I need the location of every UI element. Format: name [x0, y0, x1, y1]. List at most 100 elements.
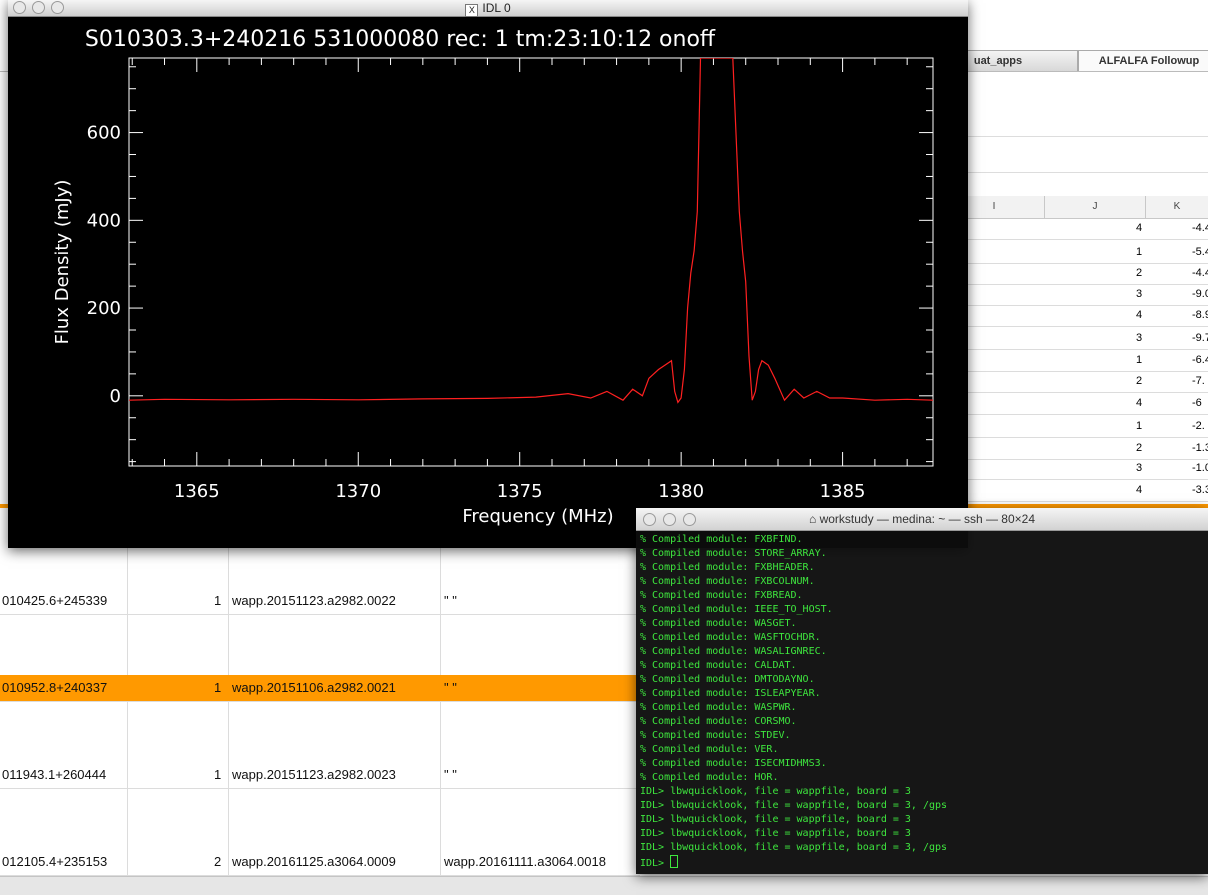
table-row[interactable]: 010952.8+240337 1 wapp.20151106.a2982.0021… — [0, 675, 640, 702]
cell-k: -5.4 — [1192, 246, 1208, 258]
cell-k: -8.9 — [1192, 309, 1208, 321]
terminal-title-bar[interactable]: ⌂ workstudy — medina: ~ — ssh — 80×24 — [636, 508, 1208, 531]
cell-count: 1 — [214, 680, 222, 695]
cell-k: -7. — [1192, 375, 1205, 387]
cell-source-name: 010425.6+245339 — [2, 593, 108, 608]
table-row[interactable]: 2 -1.3 — [968, 439, 1208, 460]
grid-line — [228, 548, 229, 878]
table-row[interactable]: 4 -8.9 — [968, 306, 1208, 327]
cell-j: 2 — [1136, 267, 1143, 279]
table-row[interactable]: 3 -9.7 — [968, 329, 1208, 350]
cell-file: wapp.20151106.a2982.0021 — [232, 680, 396, 695]
terminal-line: % Compiled module: FXBFIND. — [640, 534, 803, 545]
plot-series — [129, 58, 933, 404]
home-icon: ⌂ — [808, 512, 817, 526]
spectrum-plot: S010303.3+240216 531000080 rec: 1 tm:23:… — [52, 27, 934, 527]
plot-frame — [128, 57, 934, 467]
table-row[interactable]: 010425.6+245339 1 wapp.20151123.a2982.0022… — [0, 588, 640, 615]
cell-j: 3 — [1136, 462, 1143, 474]
terminal-line: % Compiled module: WASPWR. — [640, 702, 797, 713]
table-row[interactable]: 2 -4.4 — [968, 264, 1208, 285]
minimize-button[interactable] — [663, 513, 676, 526]
terminal-line: % Compiled module: WASGET. — [640, 618, 797, 629]
cell-j: 1 — [1136, 246, 1143, 258]
table-row[interactable]: 3 -1.0 — [968, 459, 1208, 480]
idl-title-bar[interactable]: X IDL 0 — [8, 0, 968, 17]
table-row[interactable]: 4 -3.3 — [968, 481, 1208, 502]
cell-j: 3 — [1136, 332, 1143, 344]
cell-count: 1 — [214, 767, 222, 782]
zoom-button[interactable] — [51, 1, 64, 14]
status-bar — [0, 876, 1208, 895]
close-button[interactable] — [13, 1, 26, 14]
x-tick-label: 1370 — [335, 481, 381, 502]
terminal-line: % Compiled module: FXBCOLNUM. — [640, 576, 815, 587]
terminal-prompt[interactable]: IDL> — [640, 855, 947, 869]
cursor — [670, 855, 679, 868]
close-button[interactable] — [643, 513, 656, 526]
y-tick-label: 0 — [110, 386, 121, 407]
cell-k: -2. — [1192, 420, 1205, 432]
cell-j: 3 — [1136, 288, 1143, 300]
table-row[interactable]: 4 -6 — [968, 394, 1208, 415]
cell-j: 4 — [1136, 484, 1143, 496]
terminal-line: IDL> lbwquicklook, file = wappfile, boar… — [640, 814, 911, 825]
table-row[interactable]: 012105.4+235153 2 wapp.20161125.a3064.0009… — [0, 849, 640, 876]
idl-title-text: IDL 0 — [482, 1, 511, 15]
grid-line — [440, 548, 441, 878]
cell-k: -3.3 — [1192, 484, 1208, 496]
tab-label: ALFALFA Followup — [1098, 55, 1200, 67]
cell-note: wapp.20161111.a3064.0018 — [444, 854, 606, 869]
column-header-k[interactable]: K — [1146, 196, 1208, 219]
cell-k: -4.4 — [1192, 222, 1208, 234]
terminal-line: IDL> lbwquicklook, file = wappfile, boar… — [640, 800, 948, 811]
cell-j: 4 — [1136, 309, 1143, 321]
cell-source-name: 012105.4+235153 — [2, 854, 108, 869]
cell-j: 4 — [1136, 222, 1143, 234]
terminal-line: % Compiled module: STORE_ARRAY. — [640, 548, 827, 559]
table-row[interactable]: 1 -5.4 — [968, 243, 1208, 264]
cell-source-name: 011943.1+260444 — [2, 767, 107, 782]
terminal-line: IDL> lbwquicklook, file = wappfile, boar… — [640, 842, 948, 853]
cell-k: -9.0 — [1192, 288, 1208, 300]
x11-icon: X — [465, 4, 479, 17]
cell-count: 2 — [214, 854, 222, 869]
column-label: J — [1092, 201, 1098, 212]
cell-file: wapp.20151123.a2982.0022 — [232, 593, 396, 608]
cell-k: -1.0 — [1192, 462, 1208, 474]
cell-k: -9.7 — [1192, 332, 1208, 344]
chart-title: S010303.3+240216 531000080 rec: 1 tm:23:… — [85, 27, 716, 52]
cell-k: -4.4 — [1192, 267, 1208, 279]
terminal-window[interactable]: ⌂ workstudy — medina: ~ — ssh — 80×24 % … — [636, 508, 1208, 874]
divider — [968, 172, 1208, 173]
x-tick-label: 1380 — [658, 481, 704, 502]
table-row[interactable]: 4 -4.4 — [968, 219, 1208, 240]
table-row[interactable]: 1 -2. — [968, 417, 1208, 438]
terminal-title: ⌂ workstudy — medina: ~ — ssh — 80×24 — [636, 512, 1208, 526]
cell-file: wapp.20161125.a3064.0009 — [232, 854, 396, 869]
cell-j: 2 — [1136, 442, 1143, 454]
column-header-i[interactable]: I — [944, 196, 1045, 219]
cell-j: 1 — [1136, 354, 1143, 366]
table-row[interactable]: 011943.1+260444 1 wapp.20151123.a2982.0023… — [0, 762, 640, 789]
y-tick-label: 400 — [87, 210, 121, 231]
y-axis-label: Flux Density (mJy) — [52, 180, 73, 345]
column-label: K — [1173, 201, 1181, 212]
cell-note: " " — [444, 680, 457, 695]
prompt-text: IDL> — [640, 858, 671, 869]
tab-alfalfa-followup[interactable]: ALFALFA Followup — [1078, 50, 1208, 71]
terminal-line: % Compiled module: STDEV. — [640, 730, 791, 741]
minimize-button[interactable] — [32, 1, 45, 14]
table-row[interactable]: 1 -6.4 — [968, 351, 1208, 372]
x-tick-label: 1375 — [497, 481, 543, 502]
terminal-output[interactable]: % Compiled module: FXBFIND. % Compiled mo… — [640, 533, 947, 869]
zoom-button[interactable] — [683, 513, 696, 526]
column-header-j[interactable]: J — [1045, 196, 1146, 219]
idl-plot-window[interactable]: X IDL 0 S010303.3+240216 531000080 rec: 1… — [8, 0, 968, 548]
table-row[interactable]: 3 -9.0 — [968, 285, 1208, 306]
table-row[interactable]: 2 -7. — [968, 372, 1208, 393]
x-tick-label: 1385 — [820, 481, 866, 502]
cell-count: 1 — [214, 593, 222, 608]
cell-j: 4 — [1136, 397, 1143, 409]
terminal-line: % Compiled module: HOR. — [640, 772, 779, 783]
